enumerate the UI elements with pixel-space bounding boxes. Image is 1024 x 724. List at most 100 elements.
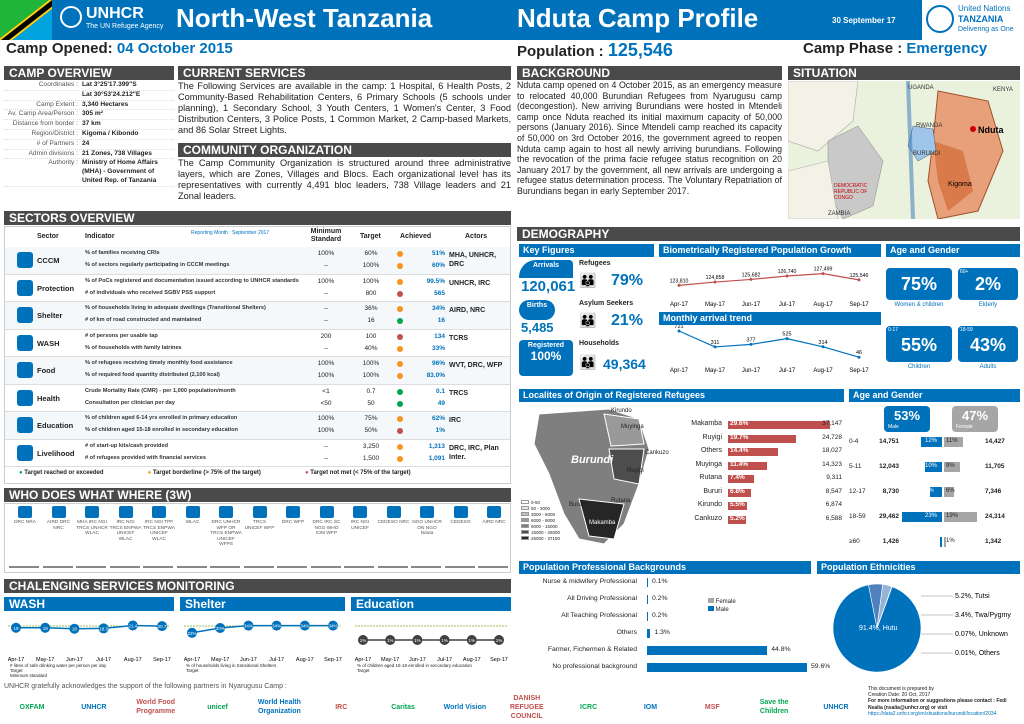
community-text: The Camp Community Organization is struc… xyxy=(178,158,511,201)
camp-opened-value: 04 October 2015 xyxy=(116,40,233,57)
arrival-label: 311 xyxy=(711,340,720,346)
indicator-achieved: 99.5% xyxy=(426,277,445,285)
indicator-target: 40% xyxy=(364,344,378,352)
indicator-achieved: 62% xyxy=(431,415,445,422)
growth-line xyxy=(678,281,716,287)
origin-pct: 5.5% xyxy=(730,501,745,508)
current-services-text: The Following Services are available in … xyxy=(178,81,511,135)
partner-logo: World Health Organization xyxy=(257,699,301,715)
female-label: Female xyxy=(956,424,973,430)
births-box: Births xyxy=(519,300,555,320)
origin-name: Makamba xyxy=(691,420,722,427)
growth-label: 123,810 xyxy=(670,278,689,284)
sector-icon xyxy=(17,279,33,296)
map-legend-item: 6000 - 9000 xyxy=(521,518,560,524)
female-count: 14,427 xyxy=(985,438,1005,445)
unhcr-tagline: The UN Refugee Agency xyxy=(86,23,164,30)
growth-header: Biometrically Registered Population Grow… xyxy=(659,244,881,257)
sectors-panel: Sector Indicator Reporting Month : Septe… xyxy=(4,226,511,484)
education-legend: % of children aged 15-18 enrolled in sec… xyxy=(357,663,512,673)
data-point xyxy=(11,622,21,633)
female-pct: 11% xyxy=(946,438,958,444)
overview-value: Ministry of Home Affairs (MHA) - Governm… xyxy=(82,159,158,184)
origin-bars: Makamba 29.6% 37,147 Ruyigi 19.7% 24,728 Other… xyxy=(690,420,844,532)
male-bar xyxy=(921,437,942,447)
month-label: Apr-17 xyxy=(8,657,25,663)
indicator-target: 1,500 xyxy=(362,454,380,462)
www-divider xyxy=(377,566,408,568)
col-target: Target xyxy=(360,233,381,240)
footer-credits: This document is prepared by Creation Da… xyxy=(868,686,1022,717)
indicator-minimum: 100% xyxy=(317,360,335,367)
wash-legend-3: Minimum standard xyxy=(10,673,48,679)
month-label: Jun-17 xyxy=(240,657,257,663)
overview-row: Authority : Ministry of Home Affairs (MHA… xyxy=(4,159,174,187)
origin-bar xyxy=(728,448,778,456)
partner-logo: IRC xyxy=(335,703,348,711)
origin-count: 14,323 xyxy=(822,460,842,468)
growth-month: Apr-17 xyxy=(670,302,689,308)
pie-label-hutu: 91.4%, Hutu xyxy=(859,625,898,632)
growth-point xyxy=(785,274,789,278)
origin-count: 6,874 xyxy=(825,501,842,508)
pie-slice xyxy=(876,586,893,629)
professional-bars: Nurse & midwifery Professional 0.1% All Dr… xyxy=(519,576,830,680)
legend-male-label: Male xyxy=(715,607,729,613)
www-divider xyxy=(143,566,173,568)
growth-label: 125,546 xyxy=(850,273,869,279)
profession-name: All Teaching Professional xyxy=(561,612,637,619)
status-dot-icon xyxy=(397,373,403,379)
origin-name: Rutana xyxy=(699,474,722,481)
partner-logo: MSF xyxy=(704,703,720,711)
un-tagline: Delivering as One xyxy=(958,26,1014,33)
origin-pct: 14.4% xyxy=(730,447,749,454)
profession-name: Nurse & midwifery Professional xyxy=(542,578,637,585)
population: Population : 125,546 xyxy=(517,40,673,61)
sector-3w-icon xyxy=(487,506,501,518)
women-children-value: 75% xyxy=(886,268,952,300)
indicator-target: 50 xyxy=(367,399,375,407)
arrival-line xyxy=(822,346,860,358)
sector-icon xyxy=(17,444,33,461)
households-label: Households xyxy=(579,340,620,347)
www-divider xyxy=(76,566,106,568)
sector-name: Education xyxy=(37,421,74,430)
male-pct: 7% xyxy=(925,488,934,494)
un-country: TANZANIA xyxy=(958,14,1004,24)
indicator-target: 60% xyxy=(364,250,378,257)
data-label: 34% xyxy=(300,624,309,629)
partner-logos: OXFAM UNHCR World Food Programme unicef Worl… xyxy=(4,693,864,721)
education-legend-1: % of children aged 15-18 enrolled in sec… xyxy=(357,663,472,668)
actor-list: CEDESO xyxy=(450,520,471,525)
data-label: 18 xyxy=(72,627,78,632)
map-cankuzo: Cankuzo xyxy=(645,450,669,456)
wash-monitor-header: WASH xyxy=(4,597,174,611)
growth-line xyxy=(786,273,824,277)
overview-key: Coordinates : xyxy=(38,81,78,88)
wash-legend-2: Target xyxy=(10,668,23,674)
arrival-month: Aug-17 xyxy=(813,368,833,374)
profession-name: No professional background xyxy=(552,663,637,670)
legend-female-label: Female xyxy=(715,599,736,605)
overview-value: Kigoma / Kibondo xyxy=(82,129,139,137)
indicator-target: 100% xyxy=(362,360,380,367)
col-actors: Actors xyxy=(465,233,488,240)
male-pct: 23% xyxy=(925,513,938,519)
legend-borderline-label: Target borderline (> 75% of the target) xyxy=(152,470,261,476)
profession-bar xyxy=(647,663,807,672)
indicator-text: % of families receiving CRIs xyxy=(85,250,160,256)
growth-month: May-17 xyxy=(705,302,726,308)
growth-point xyxy=(857,278,861,282)
legend-borderline: ● Target borderline (> 75% of the target… xyxy=(147,470,261,476)
footer-url[interactable]: https://data2.unhcr.org/en/situations/bu… xyxy=(868,710,997,717)
actor-list: DRC UNHCR WFP OR TRCS ENPWA UNICEF WFPS xyxy=(210,520,242,548)
registered-label: Registered xyxy=(527,342,565,349)
status-dot-icon xyxy=(397,318,403,324)
data-point xyxy=(299,620,310,631)
map-legend-label: 6000 - 9000 xyxy=(531,518,556,523)
adults-value: 43% xyxy=(958,326,1018,362)
asylum-value: 21% xyxy=(611,312,644,329)
partner-logo: DANISH REFUGEE COUNCIL xyxy=(509,694,544,720)
indicator-target: 100% xyxy=(362,277,380,285)
report-date: 30 September 17 xyxy=(832,16,896,25)
